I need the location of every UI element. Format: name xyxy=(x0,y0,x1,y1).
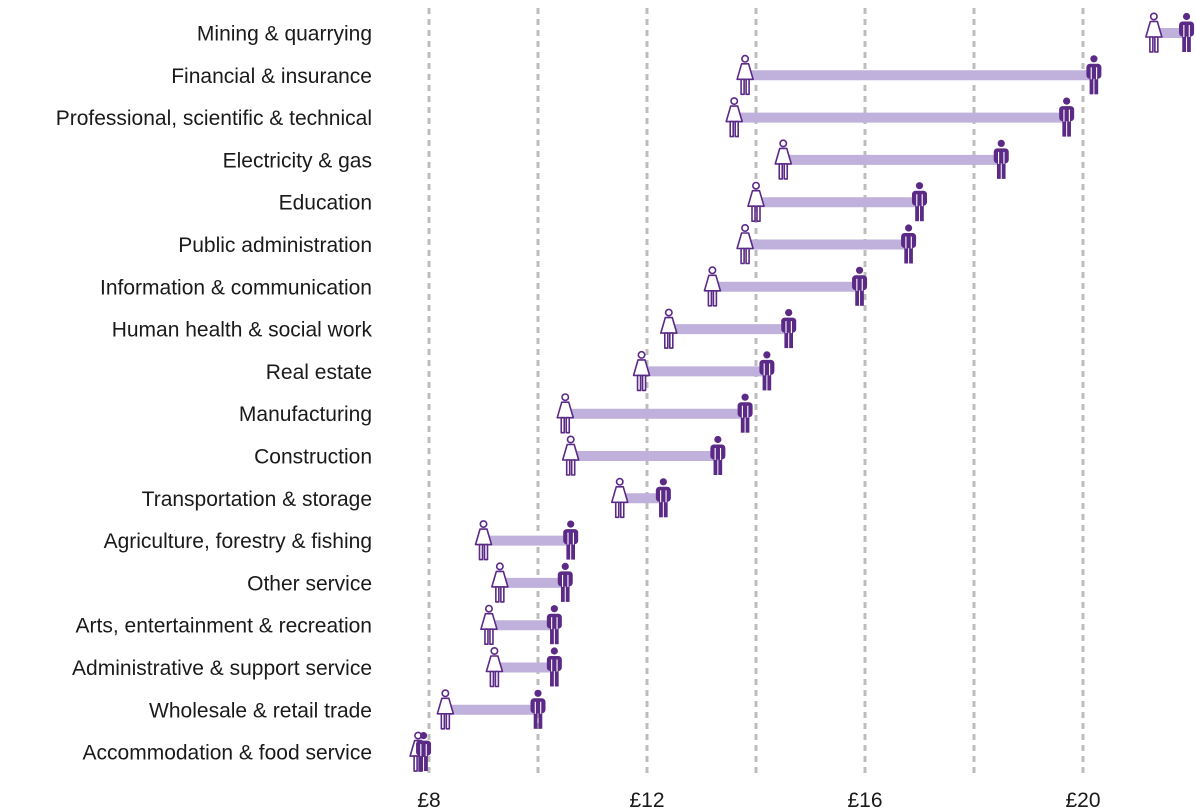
woman-icon xyxy=(659,308,678,349)
man-icon xyxy=(901,224,917,264)
x-tick-label: £20 xyxy=(1065,789,1100,812)
man-icon xyxy=(1059,97,1075,137)
category-label: Arts, entertainment & recreation xyxy=(76,615,372,638)
man-icon xyxy=(416,732,432,772)
category-label: Transportation & storage xyxy=(142,488,372,511)
category-label: Real estate xyxy=(266,361,372,384)
woman-icon xyxy=(703,266,722,307)
woman-icon xyxy=(561,435,580,476)
man-icon xyxy=(655,478,671,518)
woman-icon xyxy=(736,54,754,96)
man-icon xyxy=(563,520,579,560)
woman-icon xyxy=(736,223,754,265)
man-icon xyxy=(557,562,573,602)
category-label: Education xyxy=(279,192,372,215)
category-label: Public administration xyxy=(178,234,372,257)
category-label: Administrative & support service xyxy=(72,657,372,680)
category-label: Wholesale & retail trade xyxy=(149,699,372,722)
man-icon xyxy=(710,435,726,475)
x-tick-label: £16 xyxy=(847,789,882,812)
category-label: Electricity & gas xyxy=(223,149,372,172)
markers xyxy=(409,12,1195,772)
man-icon xyxy=(1086,55,1102,95)
x-tick-label: £12 xyxy=(629,789,664,812)
woman-icon xyxy=(1145,12,1163,53)
woman-icon xyxy=(485,646,504,688)
woman-icon xyxy=(556,393,575,434)
man-icon xyxy=(852,266,868,306)
category-labels: Mining & quarrying Financial & insurance P… xyxy=(56,23,373,765)
category-label: Construction xyxy=(254,446,372,469)
x-tick-label: £8 xyxy=(417,789,440,812)
woman-icon xyxy=(632,350,651,392)
category-label: Financial & insurance xyxy=(171,65,372,88)
woman-icon xyxy=(474,520,493,561)
category-label: Manufacturing xyxy=(239,403,372,426)
man-icon xyxy=(759,351,775,391)
woman-icon xyxy=(480,604,498,646)
category-label: Professional, scientific & technical xyxy=(56,107,372,130)
category-label: Agriculture, forestry & fishing xyxy=(104,530,372,553)
woman-icon xyxy=(436,689,455,730)
grid-lines xyxy=(427,8,1085,775)
man-icon xyxy=(1179,12,1195,52)
gap-bars xyxy=(418,28,1187,758)
man-icon xyxy=(993,139,1009,179)
man-icon xyxy=(737,393,753,433)
category-label: Accommodation & food service xyxy=(83,742,372,765)
category-label: Mining & quarrying xyxy=(197,23,372,46)
category-label: Human health & social work xyxy=(112,319,373,342)
woman-icon xyxy=(725,97,744,138)
woman-icon xyxy=(491,562,509,603)
man-icon xyxy=(912,182,927,222)
woman-icon xyxy=(774,139,793,180)
man-icon xyxy=(781,309,797,349)
man-icon xyxy=(546,605,562,645)
man-icon xyxy=(546,647,562,687)
woman-icon xyxy=(610,477,629,519)
woman-icon xyxy=(747,181,765,222)
category-label: Information & communication xyxy=(100,276,372,299)
x-axis-ticks: £8 £12 £16 £20 xyxy=(417,789,1100,812)
man-icon xyxy=(530,689,546,729)
category-label: Other service xyxy=(247,572,372,595)
